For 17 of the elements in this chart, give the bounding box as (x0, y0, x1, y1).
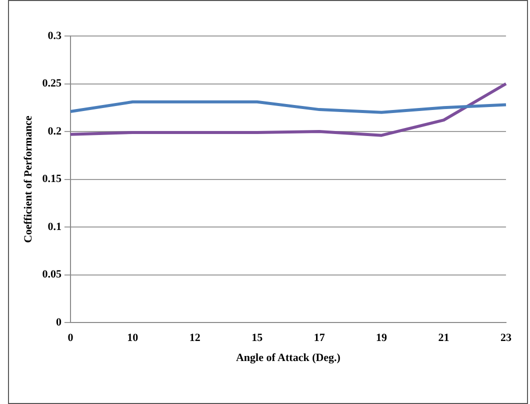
x-tick-label: 21 (438, 332, 450, 344)
y-tick-label: 0.25 (42, 78, 62, 90)
x-axis-title: Angle of Attack (Deg.) (236, 352, 341, 364)
y-axis-title: Coefficient of Performance (22, 116, 34, 243)
x-tick-label: 10 (127, 332, 139, 344)
x-tick-label: 15 (252, 332, 264, 344)
y-tick-label: 0.2 (48, 125, 62, 138)
x-tick-label: 17 (314, 332, 326, 344)
x-tick-label: 19 (376, 332, 388, 344)
y-tick-label: 0.3 (48, 30, 62, 42)
x-tick-label: 23 (500, 332, 512, 344)
x-tick-label: 0 (68, 332, 74, 344)
y-tick-label: 0.15 (42, 173, 62, 186)
y-tick-label: 0 (56, 316, 62, 328)
x-tick-label: 12 (189, 332, 201, 344)
y-tick-label: 0.05 (42, 268, 62, 281)
y-tick-label: 0.1 (48, 220, 62, 233)
